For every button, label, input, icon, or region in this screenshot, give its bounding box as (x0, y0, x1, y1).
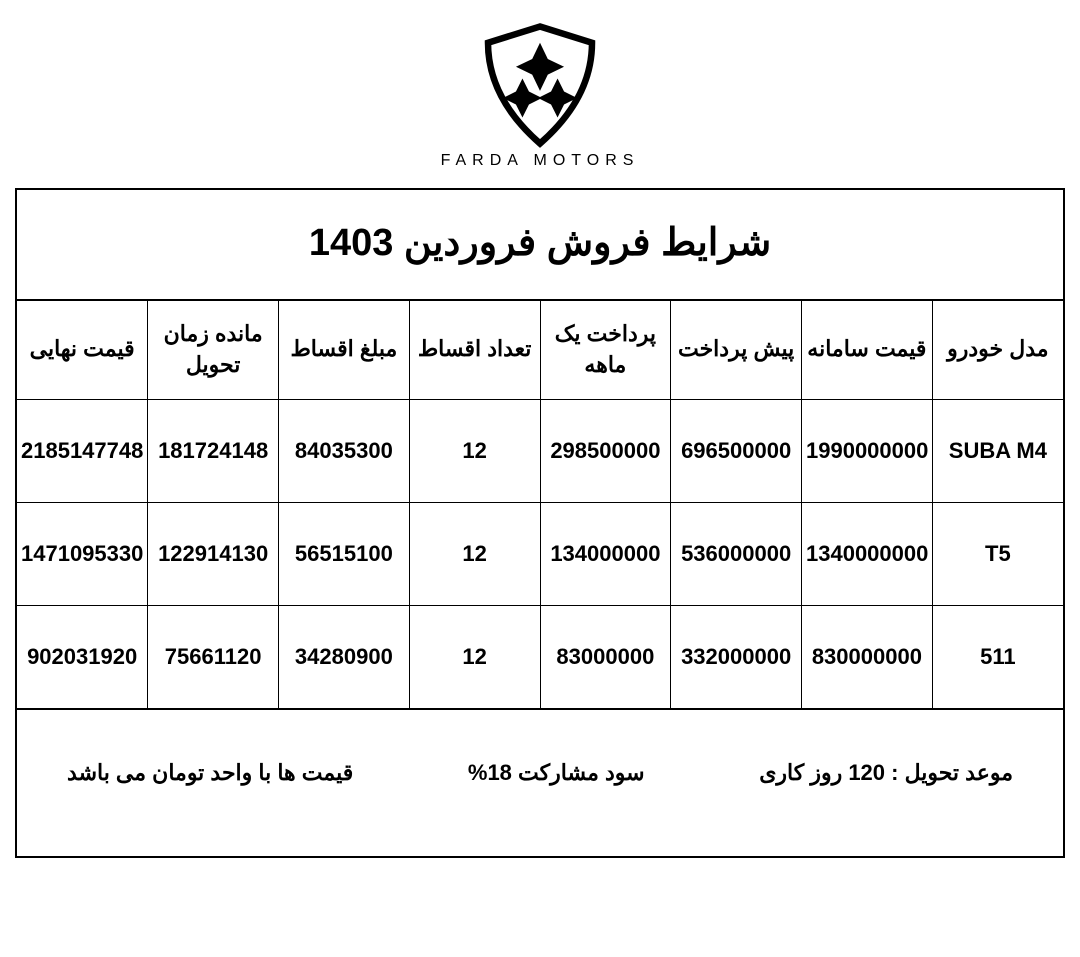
cell-system-price: 1990000000 (802, 399, 933, 502)
col-system-price: قیمت سامانه (802, 301, 933, 399)
cell-system-price: 1340000000 (802, 502, 933, 605)
cell-final-price: 2185147748 (17, 399, 148, 502)
cell-remain-delivery: 75661120 (148, 605, 279, 709)
cell-prepay: 332000000 (671, 605, 802, 709)
cell-installment-count: 12 (409, 605, 540, 709)
col-one-month-pay: پرداخت یک ماهه (540, 301, 671, 399)
col-final-price: قیمت نهایی (17, 301, 148, 399)
footer-delivery: موعد تحویل : 120 روز کاری (759, 760, 1013, 786)
farda-shield-icon (475, 20, 605, 150)
col-model: مدل خودرو (932, 301, 1063, 399)
logo-block: FARDA MOTORS (441, 20, 640, 170)
table-footer: قیمت ها با واحد تومان می باشد سود مشارکت… (17, 710, 1063, 856)
pricing-table-container: شرایط فروش فروردین 1403 قیمت نهایی مانده… (15, 188, 1065, 858)
footer-interest: سود مشارکت 18% (468, 760, 645, 786)
cell-prepay: 696500000 (671, 399, 802, 502)
cell-remain-delivery: 181724148 (148, 399, 279, 502)
table-header-row: قیمت نهایی مانده زمان تحویل مبلغ اقساط ت… (17, 301, 1063, 399)
cell-installment-amount: 56515100 (279, 502, 410, 605)
col-installment-amount: مبلغ اقساط (279, 301, 410, 399)
table-row: 1471095330 122914130 56515100 12 1340000… (17, 502, 1063, 605)
cell-prepay: 536000000 (671, 502, 802, 605)
cell-final-price: 1471095330 (17, 502, 148, 605)
cell-remain-delivery: 122914130 (148, 502, 279, 605)
cell-model: 511 (932, 605, 1063, 709)
cell-installment-amount: 84035300 (279, 399, 410, 502)
cell-installment-count: 12 (409, 502, 540, 605)
footer-unit: قیمت ها با واحد تومان می باشد (67, 760, 353, 786)
table-row: 2185147748 181724148 84035300 12 2985000… (17, 399, 1063, 502)
cell-system-price: 830000000 (802, 605, 933, 709)
table-row: 902031920 75661120 34280900 12 83000000 … (17, 605, 1063, 709)
cell-model: T5 (932, 502, 1063, 605)
cell-one-month-pay: 83000000 (540, 605, 671, 709)
table-title: شرایط فروش فروردین 1403 (17, 190, 1063, 301)
cell-one-month-pay: 298500000 (540, 399, 671, 502)
col-prepay: پیش پرداخت (671, 301, 802, 399)
col-installment-count: تعداد اقساط (409, 301, 540, 399)
cell-one-month-pay: 134000000 (540, 502, 671, 605)
col-remain-delivery: مانده زمان تحویل (148, 301, 279, 399)
cell-final-price: 902031920 (17, 605, 148, 709)
brand-name: FARDA MOTORS (441, 152, 640, 170)
cell-installment-count: 12 (409, 399, 540, 502)
cell-model: SUBA M4 (932, 399, 1063, 502)
cell-installment-amount: 34280900 (279, 605, 410, 709)
pricing-table: قیمت نهایی مانده زمان تحویل مبلغ اقساط ت… (17, 301, 1063, 710)
